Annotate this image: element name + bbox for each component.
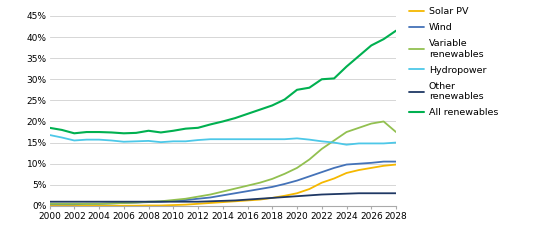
Legend: Solar PV, Wind, Variable
renewables, Hydropower, Other
renewables, All renewable: Solar PV, Wind, Variable renewables, Hyd…: [409, 7, 498, 117]
